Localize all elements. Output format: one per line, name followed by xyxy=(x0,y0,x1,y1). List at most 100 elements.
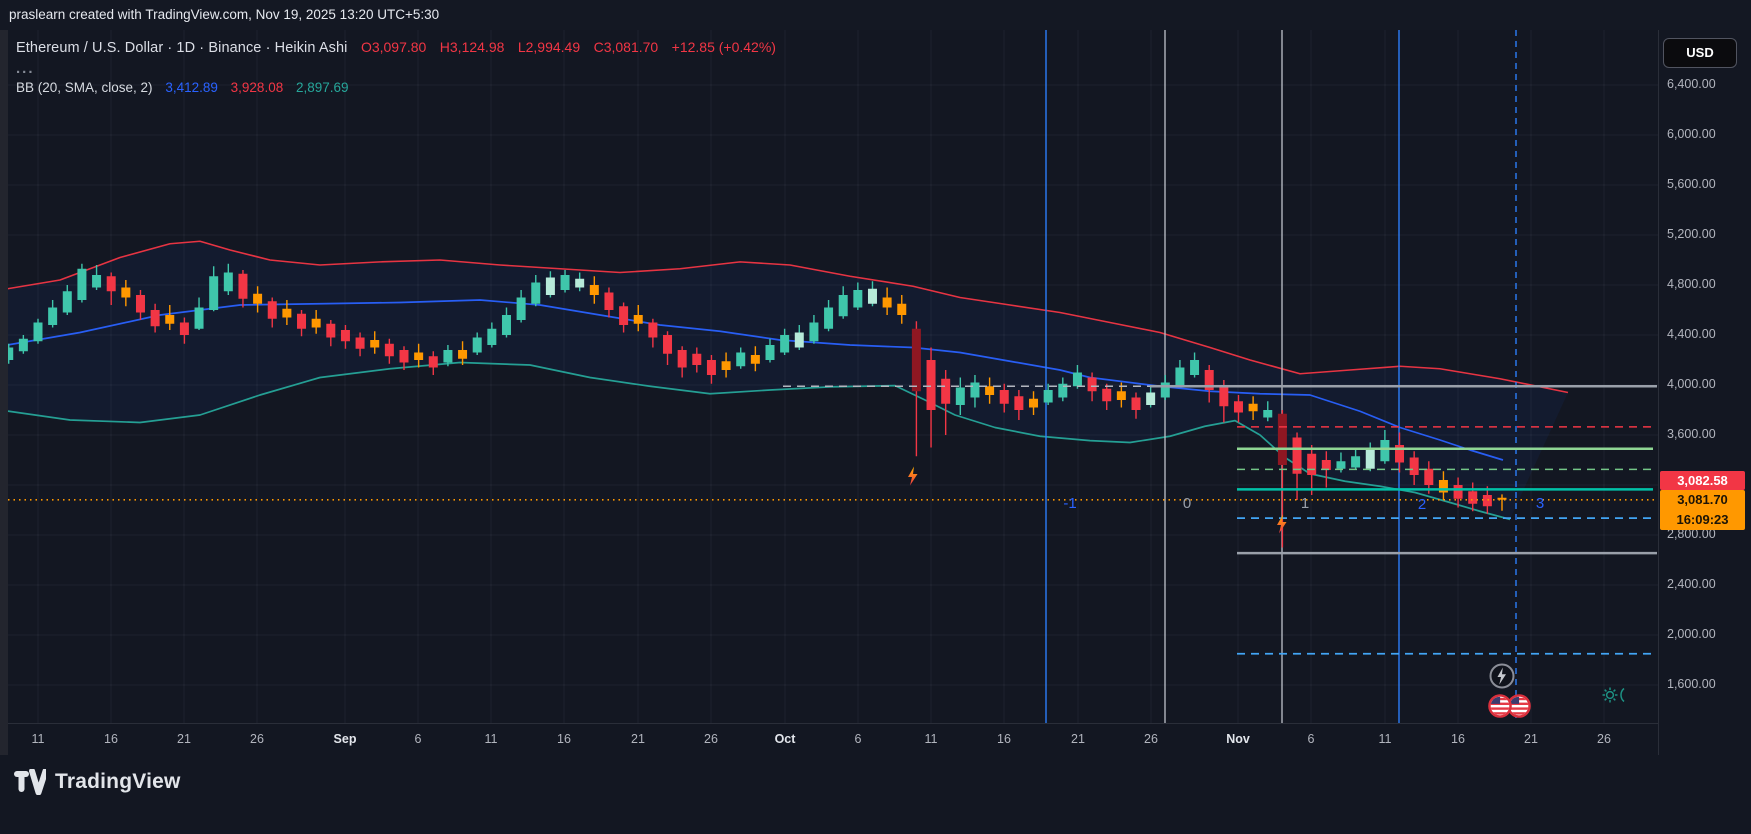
candle[interactable] xyxy=(48,307,58,326)
candle[interactable] xyxy=(589,285,599,295)
candle[interactable] xyxy=(135,295,145,313)
candle[interactable] xyxy=(721,361,731,370)
corner-markers[interactable] xyxy=(1488,663,1625,718)
candle[interactable] xyxy=(1395,445,1405,463)
alert-lightning-icon[interactable] xyxy=(1489,663,1515,689)
candle[interactable] xyxy=(1365,450,1375,469)
candle[interactable] xyxy=(633,315,643,324)
candle[interactable] xyxy=(1029,398,1039,408)
candle[interactable] xyxy=(414,352,424,361)
candle[interactable] xyxy=(1351,456,1361,468)
candle[interactable] xyxy=(1438,480,1448,493)
candle[interactable] xyxy=(1497,497,1507,500)
candle[interactable] xyxy=(1219,386,1229,407)
candle[interactable] xyxy=(1424,468,1434,485)
last-price-badge[interactable]: 3,081.70 16:09:23 xyxy=(1660,490,1745,530)
candle[interactable] xyxy=(604,292,614,311)
candle[interactable] xyxy=(92,275,102,288)
currency-toggle-button[interactable]: USD xyxy=(1663,38,1737,68)
candle[interactable] xyxy=(911,328,921,392)
candle[interactable] xyxy=(780,335,790,353)
candle[interactable] xyxy=(428,356,438,368)
candle[interactable] xyxy=(370,340,380,348)
candle[interactable] xyxy=(1043,390,1053,403)
candle[interactable] xyxy=(355,337,365,349)
candle[interactable] xyxy=(1072,372,1082,387)
candle[interactable] xyxy=(223,272,233,292)
candle[interactable] xyxy=(399,350,409,363)
candle[interactable] xyxy=(1160,382,1170,398)
price-axis[interactable]: USD 6,400.00 6,000.00 5,600.00 5,200.00 4,80… xyxy=(1658,30,1751,755)
candle[interactable] xyxy=(1307,453,1317,475)
candle[interactable] xyxy=(531,282,541,304)
candle[interactable] xyxy=(297,313,307,329)
candle[interactable] xyxy=(487,328,497,345)
candle[interactable] xyxy=(545,277,555,296)
candle[interactable] xyxy=(809,322,819,342)
candle[interactable] xyxy=(106,276,116,292)
candle[interactable] xyxy=(560,275,570,290)
candle[interactable] xyxy=(326,323,336,338)
candle[interactable] xyxy=(706,360,716,375)
candle[interactable] xyxy=(663,335,673,354)
candle[interactable] xyxy=(970,382,980,398)
tradingview-logo[interactable]: TradingView xyxy=(14,769,181,795)
candle[interactable] xyxy=(765,345,775,360)
candle[interactable] xyxy=(1087,377,1097,392)
chart-canvas[interactable]: -1 0 1 2 3 xyxy=(0,30,1658,723)
chart-panel[interactable]: -1 0 1 2 3 Ethereum / U.S. Dollar · 1D · Bin… xyxy=(0,30,1658,723)
candle[interactable] xyxy=(179,322,189,336)
candle[interactable] xyxy=(824,307,834,329)
candle[interactable] xyxy=(1277,413,1287,465)
candle[interactable] xyxy=(1468,491,1478,504)
candle[interactable] xyxy=(648,322,658,338)
candle[interactable] xyxy=(209,276,219,310)
candle[interactable] xyxy=(4,347,14,361)
candle[interactable] xyxy=(677,350,687,368)
candle[interactable] xyxy=(1263,410,1273,418)
candle[interactable] xyxy=(1409,457,1419,476)
candle[interactable] xyxy=(340,330,350,342)
candle[interactable] xyxy=(238,273,248,299)
candle[interactable] xyxy=(1453,485,1463,499)
candle[interactable] xyxy=(853,290,863,308)
candle[interactable] xyxy=(619,306,629,325)
candle[interactable] xyxy=(750,355,760,364)
horizontal-price-levels[interactable] xyxy=(783,385,1657,655)
candle[interactable] xyxy=(384,343,394,357)
candle[interactable] xyxy=(18,338,28,352)
candle[interactable] xyxy=(882,297,892,308)
candle[interactable] xyxy=(955,387,965,406)
candle[interactable] xyxy=(472,337,482,353)
candle[interactable] xyxy=(1190,360,1200,375)
candle[interactable] xyxy=(692,353,702,365)
candle[interactable] xyxy=(1248,403,1258,412)
candle[interactable] xyxy=(267,301,277,319)
candle[interactable] xyxy=(150,310,160,327)
candle[interactable] xyxy=(867,288,877,304)
time-axis[interactable]: 11 16 21 26 Sep 6 11 16 21 26 Oct 6 11 16 21 26 Nov 6 11 16… xyxy=(0,723,1658,756)
candle[interactable] xyxy=(1146,392,1156,406)
candle[interactable] xyxy=(1116,391,1126,400)
candle[interactable] xyxy=(282,308,292,318)
us-flag-icon[interactable] xyxy=(1507,694,1531,718)
candle[interactable] xyxy=(736,352,746,367)
candle[interactable] xyxy=(794,332,804,348)
candle[interactable] xyxy=(77,268,87,300)
candle[interactable] xyxy=(1380,440,1390,462)
candle[interactable] xyxy=(999,390,1009,404)
candle[interactable] xyxy=(1014,396,1024,410)
candle[interactable] xyxy=(941,378,951,404)
candle[interactable] xyxy=(194,307,204,329)
candle[interactable] xyxy=(1233,401,1243,413)
candle[interactable] xyxy=(1292,437,1302,474)
candle[interactable] xyxy=(1321,460,1331,470)
candle[interactable] xyxy=(121,287,131,298)
candle[interactable] xyxy=(501,315,511,335)
ask-price-badge[interactable]: 3,082.58 xyxy=(1660,471,1745,490)
candle[interactable] xyxy=(1058,383,1068,398)
candle[interactable] xyxy=(1204,370,1214,390)
candle[interactable] xyxy=(926,360,936,410)
candle[interactable] xyxy=(443,350,453,363)
candle[interactable] xyxy=(1131,397,1141,411)
